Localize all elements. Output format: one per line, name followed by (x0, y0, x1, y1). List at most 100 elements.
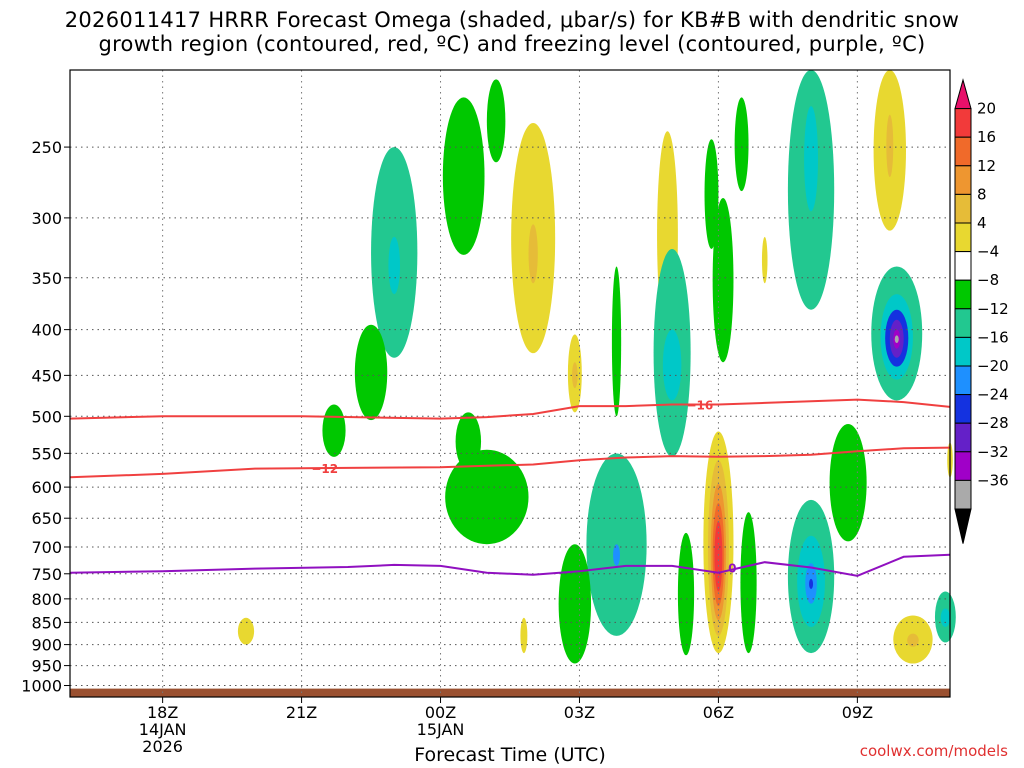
omega-cell-22 (677, 532, 695, 656)
colorbar-segment-10 (954, 365, 972, 396)
contour-line--12 (69, 446, 951, 479)
omega-cell-11 (712, 197, 734, 363)
y-tick-label-450: 450 (31, 366, 62, 385)
x-tick-label-03Z: 03Z (564, 703, 595, 722)
y-tick-label-1000: 1000 (21, 677, 62, 696)
omega-cell-27-core-0 (940, 608, 950, 627)
colorbar: 20 16 12 8 4 −4 −8 −12 −16 −20 −24 −28 −32 −36 (954, 78, 1009, 544)
omega-cell-25 (829, 423, 867, 542)
colorbar-segment-1 (954, 108, 972, 138)
omega-cell-14-core-0 (804, 106, 818, 212)
colorbar-label-4: 4 (977, 214, 987, 232)
colorbar-label-10: −24 (977, 386, 1009, 404)
y-tick-label-600: 600 (31, 478, 62, 497)
colorbar-segment-3 (954, 165, 972, 195)
omega-cell-5-core-0 (528, 224, 538, 284)
x-tick-label-09Z: 09Z (842, 703, 873, 722)
y-tick-label-650: 650 (31, 509, 62, 528)
colorbar-segment-7 (954, 279, 972, 310)
omega-cell-19-core-1 (613, 544, 620, 566)
y-tick-label-400: 400 (31, 321, 62, 340)
contour-label--16: −16 (687, 398, 714, 412)
y-tick-label-800: 800 (31, 590, 62, 609)
chart-title: 2026011417 HRRR Forecast Omega (shaded, … (0, 8, 1024, 56)
colorbar-segment-8 (954, 308, 972, 338)
colorbar-label-12: −32 (977, 443, 1009, 461)
omega-cell-9-core-0 (662, 329, 682, 401)
contour-line--16 (69, 398, 951, 420)
colorbar-segment-11 (954, 394, 972, 424)
colorbar-cap-top (954, 78, 972, 110)
omega-cell-12 (761, 236, 768, 284)
omega-cell-8 (611, 266, 622, 417)
x-tick-date-00Z: 15JAN (417, 720, 465, 739)
plot-frame (69, 69, 951, 698)
title-line-2: growth region (contoured, red, ºC) and f… (98, 32, 926, 56)
omega-cell-17 (445, 449, 529, 545)
x-axis-label: Forecast Time (UTC) (414, 744, 606, 766)
omega-shading (237, 69, 956, 664)
y-tick-label-700: 700 (31, 538, 62, 557)
omega-cell-21-core-3 (714, 521, 723, 592)
contour-line-0 (69, 553, 951, 577)
colorbar-segment-2 (954, 136, 972, 167)
x-tick-year-18Z: 2026 (142, 737, 183, 756)
credit-link[interactable]: coolwx.com/models (859, 742, 1008, 760)
x-tick-label-21Z: 21Z (286, 703, 317, 722)
x-tick-label-00Z: 00Z (425, 703, 456, 722)
x-tick-date-18Z: 14JAN (139, 720, 187, 739)
colorbar-segment-9 (954, 336, 972, 367)
y-tick-label-750: 750 (31, 565, 62, 584)
colorbar-label-9: −20 (977, 357, 1009, 375)
omega-cell-18 (455, 412, 482, 471)
y-tick-label-300: 300 (31, 209, 62, 228)
omega-cell-23 (740, 512, 757, 654)
colorbar-segment-5 (954, 222, 972, 253)
y-axis: 250 300 350 400 450 500 550 600 650 700 750 800 850 9… (21, 138, 70, 696)
colorbar-segment-13 (954, 451, 972, 481)
colorbar-label-13: −36 (977, 471, 1009, 489)
omega-cell-1 (354, 324, 388, 421)
omega-cell-15-core-0 (886, 114, 894, 177)
omega-cell-6-core-0 (572, 362, 578, 389)
temperature-contours: −16 −12 0 (69, 398, 951, 577)
ground-terrain (70, 688, 950, 697)
colorbar-segment-6 (954, 251, 972, 281)
colorbar-label-8: −16 (977, 328, 1009, 346)
contour-label--12: −12 (311, 462, 338, 476)
y-tick-label-250: 250 (31, 138, 62, 157)
colorbar-label-1: 16 (977, 128, 996, 146)
x-tick-label-18Z: 18Z (147, 703, 178, 722)
colorbar-segment-4 (954, 193, 972, 224)
omega-cell-29 (237, 617, 255, 645)
omega-cell-16-core-4 (894, 335, 899, 343)
omega-cell-4 (486, 79, 506, 163)
y-tick-label-500: 500 (31, 407, 62, 426)
colorbar-label-0: 20 (977, 100, 996, 118)
omega-cell-13 (734, 97, 749, 192)
omega-cell-20 (558, 544, 592, 664)
y-tick-label-350: 350 (31, 269, 62, 288)
y-tick-label-950: 950 (31, 657, 62, 676)
colorbar-label-2: 12 (977, 157, 996, 175)
colorbar-label-3: 8 (977, 185, 987, 203)
x-tick-label-06Z: 06Z (703, 703, 734, 722)
title-line-1: 2026011417 HRRR Forecast Omega (shaded, … (64, 8, 960, 32)
colorbar-label-6: −8 (977, 271, 999, 289)
omega-cell-10 (704, 139, 719, 249)
colorbar-cap-bottom (954, 508, 972, 544)
contour-label-0: 0 (728, 562, 736, 576)
colorbar-segment-14 (954, 479, 972, 510)
colorbar-label-11: −28 (977, 414, 1009, 432)
y-tick-label-900: 900 (31, 636, 62, 655)
colorbar-label-7: −12 (977, 300, 1009, 318)
omega-cell-0-core-0 (388, 236, 401, 295)
omega-cell-26-core-0 (907, 633, 919, 647)
y-tick-label-850: 850 (31, 613, 62, 632)
y-tick-label-550: 550 (31, 444, 62, 463)
omega-cell-2 (322, 404, 346, 457)
omega-cell-30 (520, 617, 528, 654)
omega-cell-24-core-2 (809, 578, 814, 590)
